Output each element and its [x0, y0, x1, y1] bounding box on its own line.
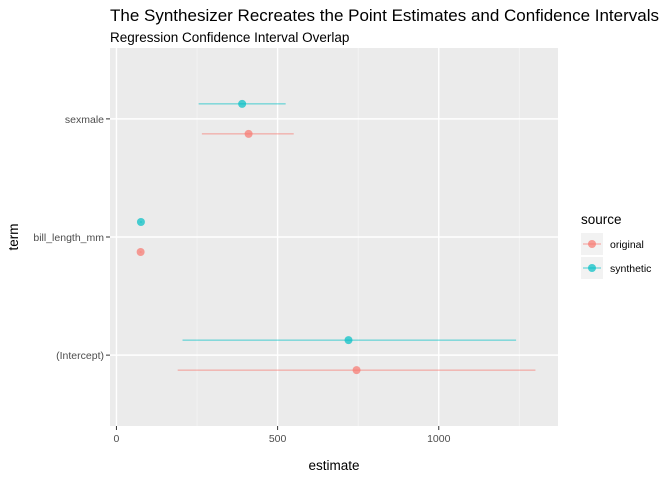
x-tick-label: 500 [269, 433, 287, 445]
chart-subtitle: Regression Confidence Interval Overlap [110, 30, 349, 45]
legend: source original synthetic [581, 212, 651, 279]
x-axis: 0 500 1000 [114, 426, 451, 445]
y-tick-label: (Intercept) [56, 350, 104, 362]
y-tick-label: bill_length_mm [33, 232, 104, 244]
y-tick-label: sexmale [65, 114, 104, 126]
y-axis: (Intercept) bill_length_mm sexmale [33, 114, 110, 362]
estimate-point [344, 336, 353, 345]
x-tick-label: 1000 [427, 433, 451, 445]
data-marks [136, 99, 536, 375]
legend-label: original [610, 239, 644, 251]
major-gridlines [110, 48, 558, 426]
legend-title: source [581, 212, 622, 227]
estimate-point [238, 99, 247, 108]
legend-key-point [588, 240, 596, 248]
estimate-point [244, 129, 253, 138]
legend-key-point [588, 264, 596, 272]
estimate-point [136, 218, 145, 226]
estimate-point [136, 248, 145, 256]
x-axis-title: estimate [308, 458, 359, 473]
y-axis-title: term [6, 224, 21, 251]
estimate-point [352, 366, 361, 375]
chart-title: The Synthesizer Recreates the Point Esti… [110, 6, 659, 25]
legend-label: synthetic [610, 263, 651, 275]
x-tick-label: 0 [114, 433, 120, 445]
